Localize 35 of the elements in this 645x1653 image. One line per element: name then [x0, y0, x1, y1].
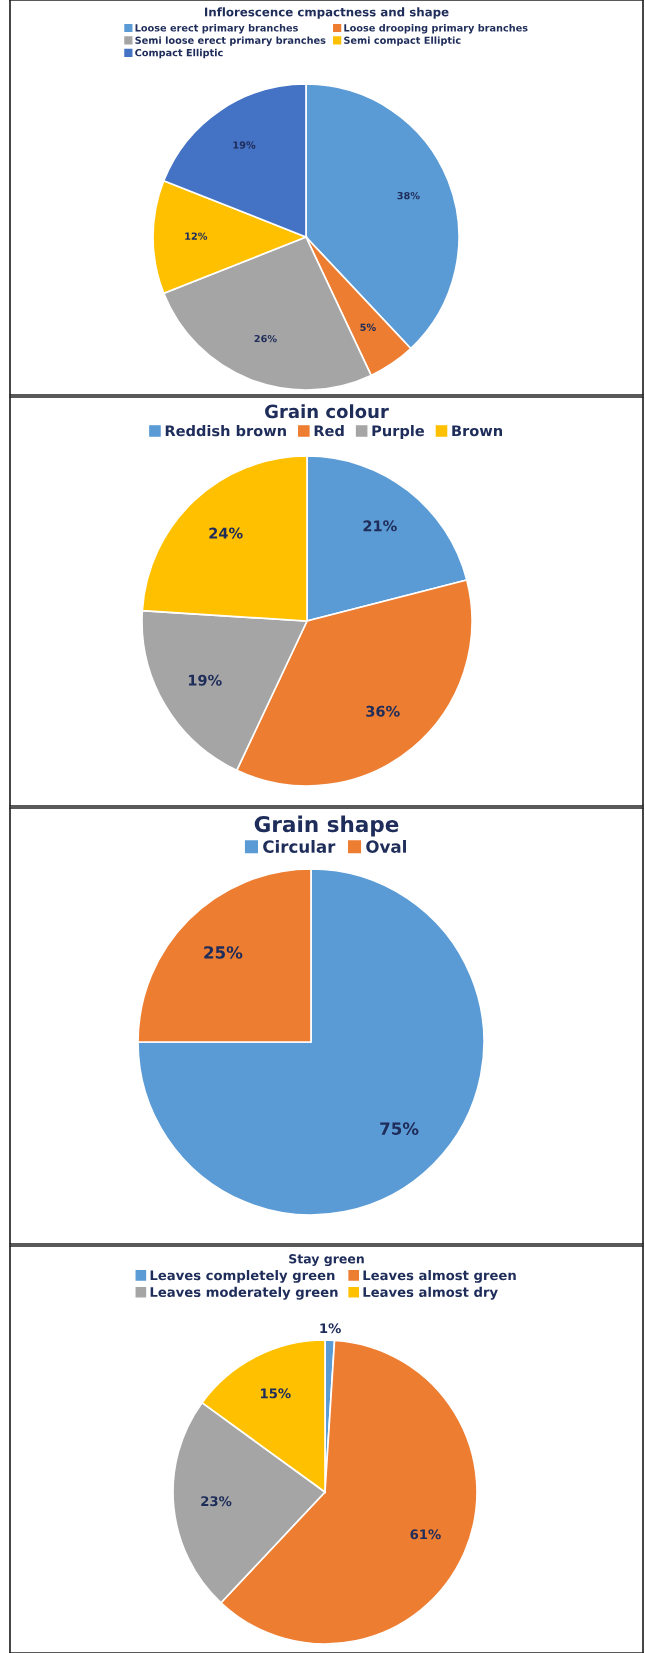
legend-label: Oval	[366, 840, 406, 853]
data-label: 12%	[185, 232, 208, 240]
chart-title: Inflorescence cmpactness and shape	[204, 7, 449, 19]
data-label: 15%	[261, 1388, 291, 1399]
data-label: 19%	[233, 141, 256, 149]
legend-label: Red	[314, 425, 344, 437]
data-label: 21%	[363, 520, 397, 532]
chart-title: Stay green	[289, 1254, 364, 1267]
data-label: 38%	[397, 191, 420, 200]
data-label: 75%	[380, 1122, 419, 1135]
legend-label: Leaves moderately green	[150, 1286, 338, 1300]
legend-label: Brown	[452, 425, 503, 437]
data-label: 26%	[254, 334, 277, 343]
data-label: 25%	[204, 946, 243, 959]
data-label: 24%	[209, 527, 243, 539]
chart-title: Grain shape	[254, 815, 399, 837]
legend-label: Leaves almost dry	[363, 1286, 498, 1300]
legend-label: Semi compact Elliptic	[344, 36, 461, 46]
legend-label: Reddish brown	[165, 425, 286, 437]
legend-label: Loose drooping primary branches	[344, 24, 528, 34]
legend-label: Leaves almost green	[363, 1270, 516, 1283]
data-label: 36%	[366, 705, 400, 717]
legend-label: Semi loose erect primary branches	[135, 36, 326, 46]
legend-label: Circular	[263, 840, 336, 853]
legend-label: Leaves completely green	[150, 1270, 335, 1283]
chart-title: Grain colour	[265, 404, 389, 419]
data-label: 61%	[410, 1529, 441, 1540]
data-label: 5%	[360, 323, 376, 331]
legend-label: Loose erect primary branches	[135, 24, 298, 34]
legend-label: Purple	[372, 425, 425, 440]
legend-label: Compact Elliptic	[135, 48, 223, 59]
data-label: 1%	[320, 1323, 341, 1334]
data-label: 23%	[201, 1496, 232, 1507]
pie-slice	[137, 868, 485, 1216]
data-label: 19%	[188, 674, 222, 686]
